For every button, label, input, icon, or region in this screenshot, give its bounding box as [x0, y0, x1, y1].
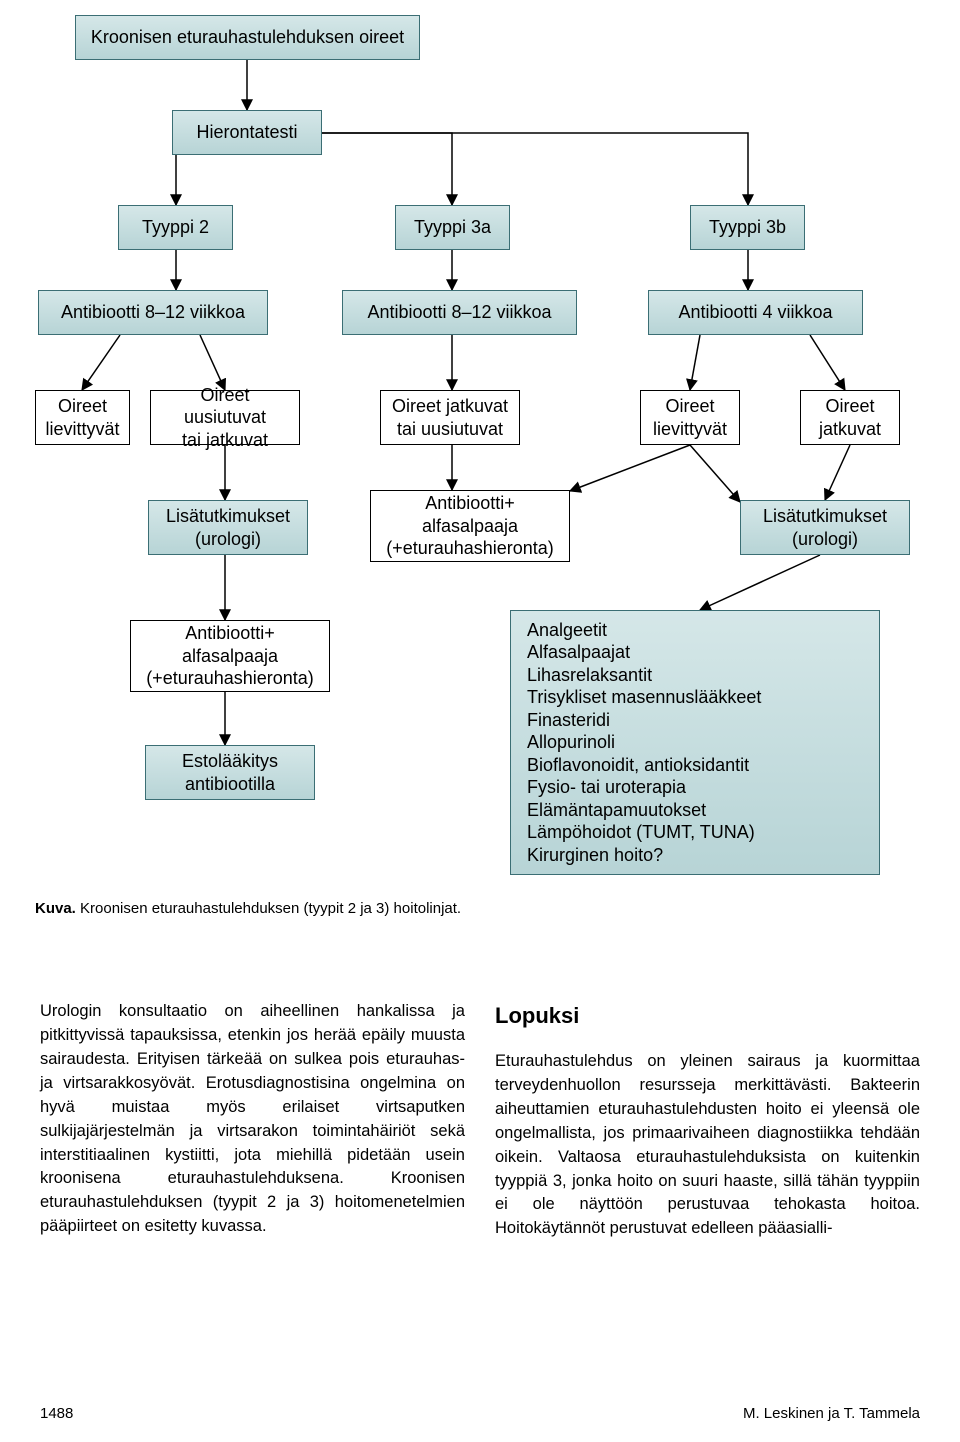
- page-number: 1488: [40, 1405, 73, 1422]
- flow-node-n_esto: Estolääkitys antibiootilla: [145, 745, 315, 800]
- flow-node-n_ab2: Antibiootti 8–12 viikkoa: [342, 290, 577, 335]
- flow-node-n_o3: Oireet jatkuvat tai uusiutuvat: [380, 390, 520, 445]
- flow-node-n_o4: Oireet lievittyvät: [640, 390, 740, 445]
- flow-node-n_abalfa1: Antibiootti+ alfasalpaaja (+eturauhashie…: [370, 490, 570, 562]
- flow-node-n_o2: Oireet uusiutuvat tai jatkuvat: [150, 390, 300, 445]
- flow-node-n_o1: Oireet lievittyvät: [35, 390, 130, 445]
- flow-node-n_abalfa2: Antibiootti+ alfasalpaaja (+eturauhashie…: [130, 620, 330, 692]
- right-para: Eturauhastulehdus on yleinen sairaus ja …: [495, 1050, 920, 1241]
- flow-node-n_t3b: Tyyppi 3b: [690, 205, 805, 250]
- flow-node-n_lis1: Lisätutkimukset (urologi): [148, 500, 308, 555]
- flowchart-canvas: Kuva. Kroonisen eturauhastulehduksen (ty…: [0, 0, 960, 1442]
- flow-node-n_t2: Tyyppi 2: [118, 205, 233, 250]
- caption-text: Kroonisen eturauhastulehduksen (tyypit 2…: [80, 900, 461, 917]
- page-footer: 1488 M. Leskinen ja T. Tammela: [40, 1405, 920, 1422]
- footer-authors: M. Leskinen ja T. Tammela: [743, 1405, 920, 1422]
- flow-node-n_ab3: Antibiootti 4 viikkoa: [648, 290, 863, 335]
- right-heading: Lopuksi: [495, 1000, 920, 1032]
- caption-prefix: Kuva.: [35, 900, 76, 917]
- flow-node-n_lis2: Lisätutkimukset (urologi): [740, 500, 910, 555]
- left-column: Urologin konsultaatio on aiheellinen han…: [40, 1000, 465, 1253]
- figure-caption: Kuva. Kroonisen eturauhastulehduksen (ty…: [35, 900, 461, 917]
- flow-node-n_root: Kroonisen eturauhastulehduksen oireet: [75, 15, 420, 60]
- body-text-columns: Urologin konsultaatio on aiheellinen han…: [40, 1000, 920, 1253]
- flow-node-n_ab1: Antibiootti 8–12 viikkoa: [38, 290, 268, 335]
- flow-node-n_o5: Oireet jatkuvat: [800, 390, 900, 445]
- flow-node-n_t3a: Tyyppi 3a: [395, 205, 510, 250]
- right-column: Lopuksi Eturauhastulehdus on yleinen sai…: [495, 1000, 920, 1253]
- flow-node-n_hier: Hierontatesti: [172, 110, 322, 155]
- flow-node-n_treat: Analgeetit Alfasalpaajat Lihasrelaksanti…: [510, 610, 880, 875]
- left-para: Urologin konsultaatio on aiheellinen han…: [40, 1000, 465, 1239]
